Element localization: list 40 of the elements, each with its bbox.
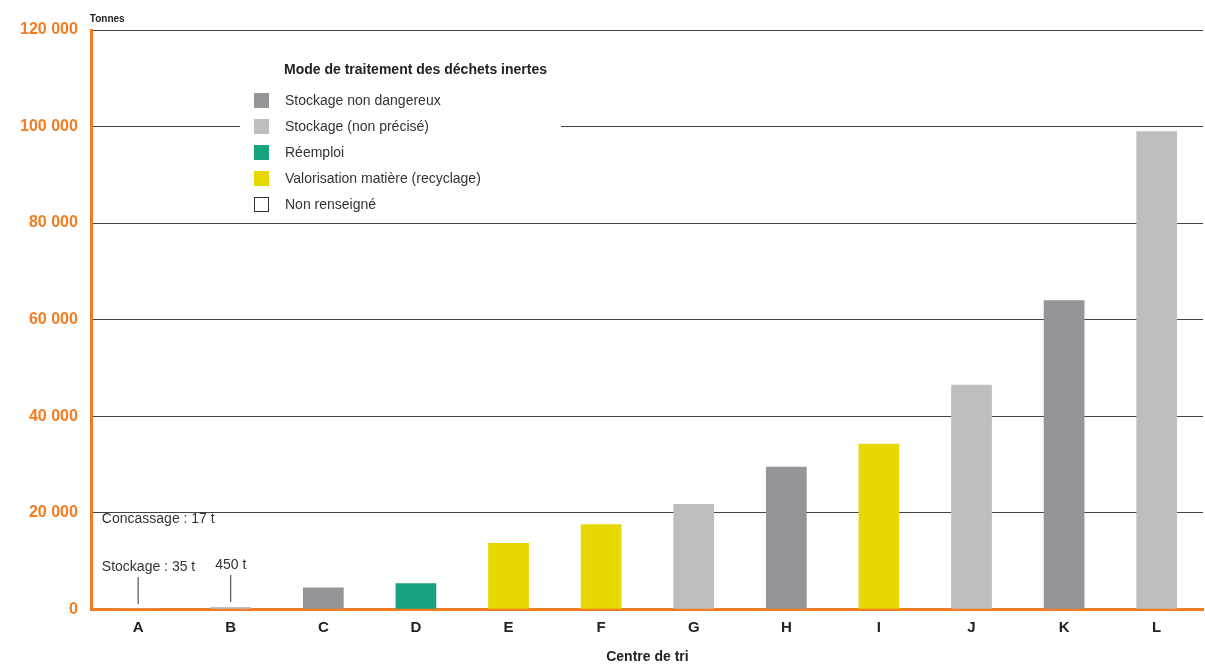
y-tick-label: 40 000	[28, 406, 78, 424]
annotation: 450 t	[215, 556, 247, 573]
y-tick-label: 80 000	[28, 213, 78, 231]
legend-label: Valorisation matière (recyclage)	[285, 170, 481, 186]
x-tick-label: J	[967, 618, 976, 636]
x-tick-label: L	[1152, 618, 1162, 636]
legend-label: Stockage (non précisé)	[285, 118, 429, 134]
legend-label: Stockage non dangereux	[285, 92, 441, 108]
y-tick-label: 0	[68, 599, 78, 617]
bar	[1136, 131, 1178, 609]
bar	[858, 443, 900, 609]
bar	[951, 384, 992, 609]
bar	[1043, 300, 1085, 609]
annotation: Concassage : 17 t	[101, 510, 215, 527]
y-tick-label: 60 000	[28, 310, 78, 328]
y-tick-label: 100 000	[19, 116, 78, 134]
legend-label: Non renseigné	[285, 196, 377, 212]
legend-title: Mode de traitement des déchets inertes	[284, 61, 547, 77]
y-axis-title: Tonnes	[89, 13, 126, 24]
bar	[580, 524, 622, 609]
x-tick-label: F	[596, 618, 606, 636]
x-axis-title: Centre de tri	[606, 648, 689, 665]
bar	[673, 503, 715, 609]
y-tick-label: 120 000	[19, 20, 78, 38]
x-tick-label: B	[225, 618, 237, 636]
bar	[395, 583, 437, 609]
y-tick-label: 20 000	[28, 503, 78, 521]
x-tick-label: A	[132, 618, 144, 636]
x-tick-label: H	[780, 618, 792, 636]
x-tick-label: K	[1058, 618, 1070, 636]
bar	[302, 587, 344, 609]
bar	[765, 466, 807, 609]
x-tick-label: G	[687, 618, 700, 636]
annotation: Stockage : 35 t	[101, 558, 196, 575]
x-tick-label: E	[503, 618, 514, 636]
x-tick-label: D	[410, 618, 422, 636]
bar	[488, 543, 529, 609]
x-tick-label: I	[876, 618, 881, 636]
legend-label: Réemploi	[285, 144, 345, 160]
x-tick-label: C	[317, 618, 329, 636]
